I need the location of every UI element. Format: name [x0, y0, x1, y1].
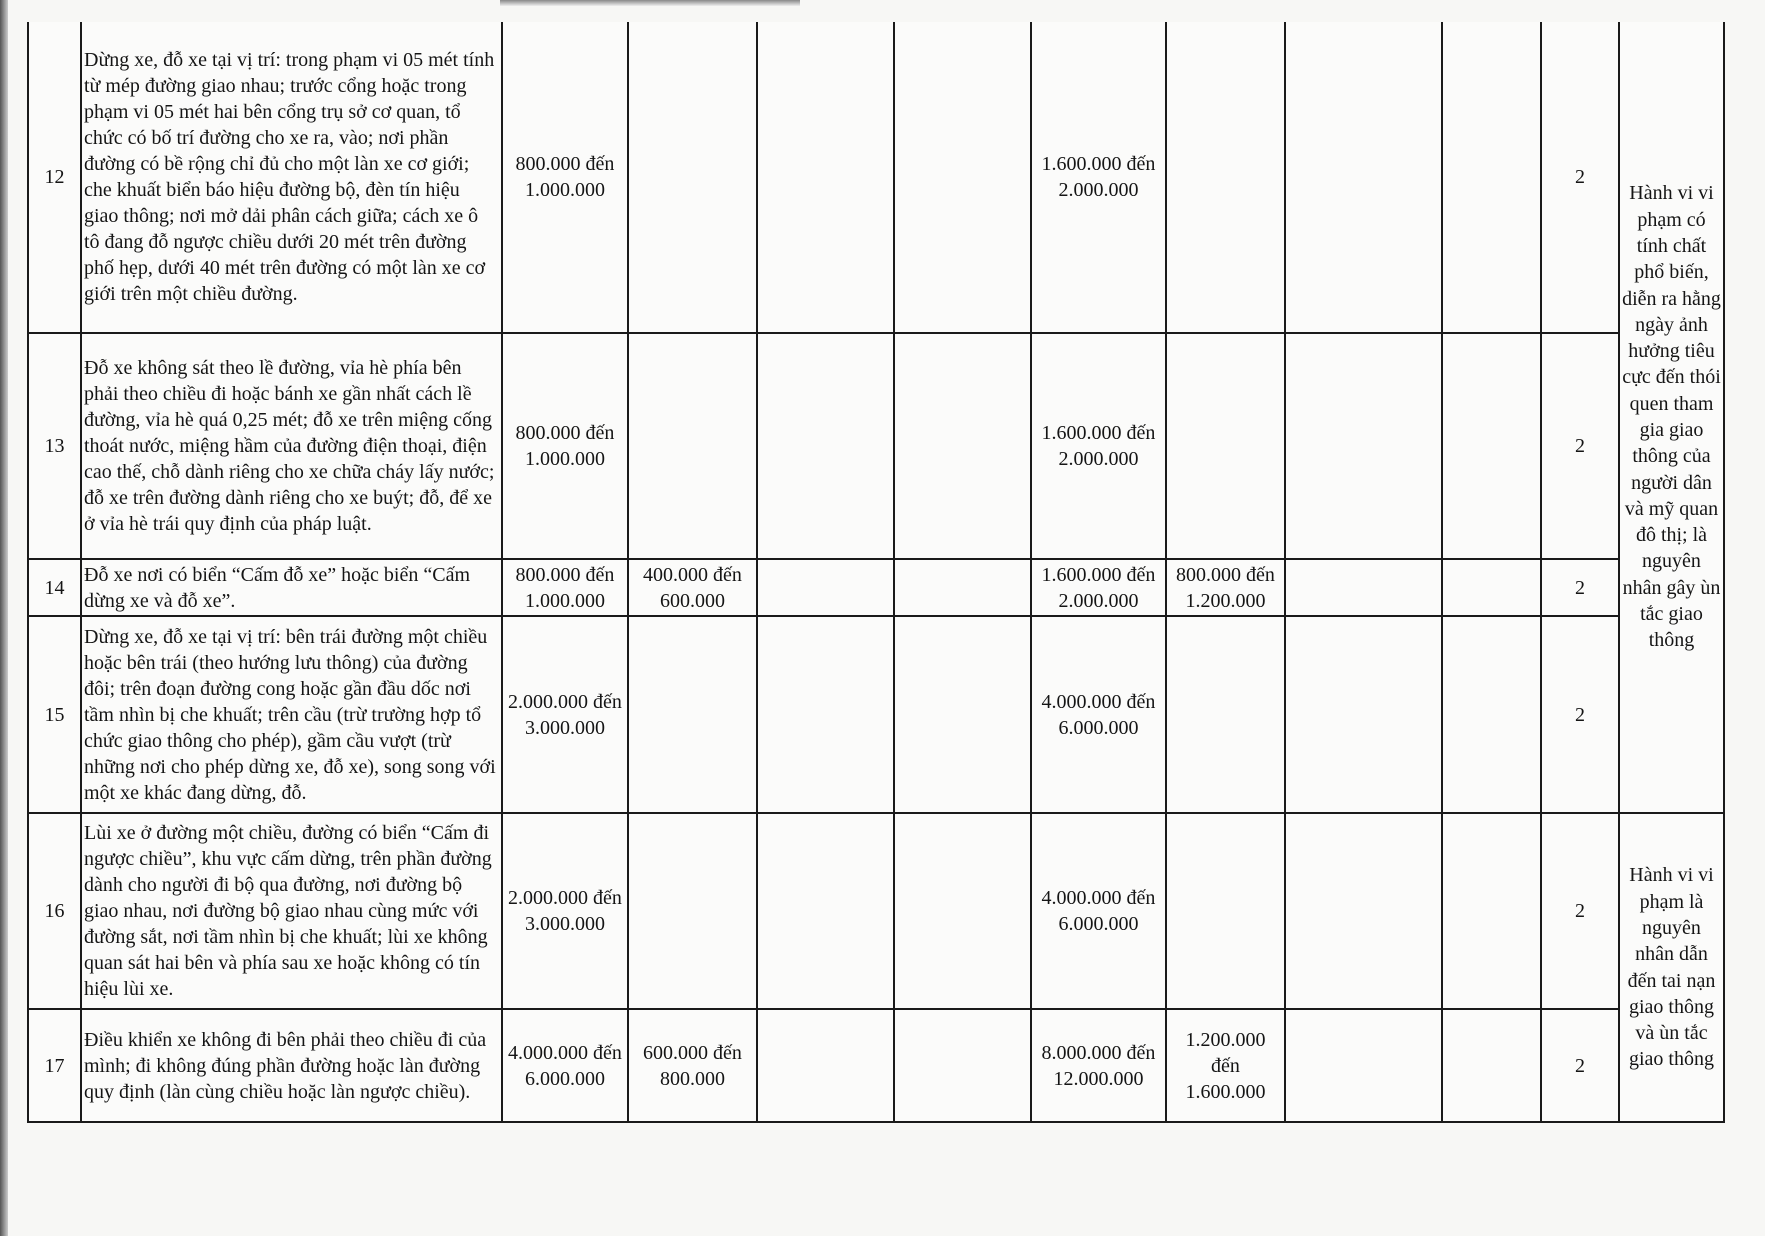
fine-range-new-1: 1.600.000 đến 2.000.000 — [1030, 22, 1167, 334]
fine-range-new-2 — [1165, 22, 1286, 334]
cell-5 — [756, 812, 895, 1010]
fine-range-1: 2.000.000 đến 3.000.000 — [501, 812, 629, 1010]
cell-10 — [1441, 1008, 1542, 1123]
scan-edge-shadow — [0, 0, 8, 1236]
fine-range-2: 400.000 đến 600.000 — [627, 558, 758, 617]
cell-10 — [1441, 22, 1542, 334]
cell-5 — [756, 332, 895, 560]
row-number: 16 — [27, 812, 82, 1010]
cell-6 — [893, 1008, 1032, 1123]
fine-range-1: 800.000 đến 1.000.000 — [501, 332, 629, 560]
cell-6 — [893, 558, 1032, 617]
cell-10 — [1441, 558, 1542, 617]
table-row: 14 Đỗ xe nơi có biển “Cấm đỗ xe” hoặc biể… — [27, 558, 1724, 617]
fine-range-new-1: 8.000.000 đến 12.000.000 — [1030, 1008, 1167, 1123]
fine-range-new-1: 4.000.000 đến 6.000.000 — [1030, 615, 1167, 814]
level-value: 2 — [1540, 812, 1620, 1010]
assessment-note: Hành vi vi phạm là nguyên nhân dẫn đến t… — [1618, 812, 1725, 1123]
cell-9 — [1284, 615, 1443, 814]
fine-range-2 — [627, 812, 758, 1010]
fine-range-new-2 — [1165, 332, 1286, 560]
table-row: 16 Lùi xe ở đường một chiều, đường có biể… — [27, 812, 1725, 1123]
violation-description: Đỗ xe không sát theo lề đường, vỉa hè ph… — [80, 332, 503, 560]
cell-5 — [756, 22, 895, 334]
table-row: 15 Dừng xe, đỗ xe tại vị trí: bên trái đư… — [27, 615, 1724, 814]
cell-5 — [756, 558, 895, 617]
level-value: 2 — [1540, 615, 1620, 814]
fine-range-2 — [627, 22, 758, 334]
assessment-note: Hành vi vi phạm có tính chất phổ biến, d… — [1618, 22, 1725, 814]
row-number: 12 — [27, 22, 82, 334]
level-value: 2 — [1540, 1008, 1620, 1123]
cell-6 — [893, 812, 1032, 1010]
cell-5 — [756, 615, 895, 814]
cell-5 — [756, 1008, 895, 1123]
cell-9 — [1284, 1008, 1443, 1123]
cell-6 — [893, 22, 1032, 334]
row-number: 17 — [27, 1008, 82, 1123]
violation-description: Điều khiển xe không đi bên phải theo chi… — [80, 1008, 503, 1123]
fine-range-new-2: 1.200.000 đến 1.600.000 — [1165, 1008, 1286, 1123]
fine-range-2 — [627, 615, 758, 814]
fine-range-2: 600.000 đến 800.000 — [627, 1008, 758, 1123]
violation-description: Dừng xe, đỗ xe tại vị trí: bên trái đườn… — [80, 615, 503, 814]
fine-range-new-2: 800.000 đến 1.200.000 — [1165, 558, 1286, 617]
fine-range-1: 4.000.000 đến 6.000.000 — [501, 1008, 629, 1123]
cell-9 — [1284, 332, 1443, 560]
cell-10 — [1441, 812, 1542, 1010]
violation-description: Dừng xe, đỗ xe tại vị trí: trong phạm vi… — [80, 22, 503, 334]
fine-range-new-1: 1.600.000 đến 2.000.000 — [1030, 332, 1167, 560]
cell-10 — [1441, 332, 1542, 560]
fine-range-new-2 — [1165, 615, 1286, 814]
level-value: 2 — [1540, 558, 1620, 617]
cell-6 — [893, 615, 1032, 814]
level-value: 2 — [1540, 332, 1620, 560]
cell-6 — [893, 332, 1032, 560]
table-row: 17 Điều khiển xe không đi bên phải theo c… — [27, 1008, 1724, 1123]
fine-range-new-1: 4.000.000 đến 6.000.000 — [1030, 812, 1167, 1010]
scan-top-shadow — [500, 0, 800, 6]
violation-description: Lùi xe ở đường một chiều, đường có biển … — [80, 812, 503, 1010]
cell-9 — [1284, 812, 1443, 1010]
fine-range-new-2 — [1165, 812, 1286, 1010]
table-row: 12 Dừng xe, đỗ xe tại vị trí: trong phạm … — [27, 22, 1725, 814]
cell-9 — [1284, 558, 1443, 617]
cell-10 — [1441, 615, 1542, 814]
violation-description: Đỗ xe nơi có biển “Cấm đỗ xe” hoặc biển … — [80, 558, 503, 617]
fine-range-1: 800.000 đến 1.000.000 — [501, 558, 629, 617]
fine-range-new-1: 1.600.000 đến 2.000.000 — [1030, 558, 1167, 617]
cell-9 — [1284, 22, 1443, 334]
row-number: 14 — [27, 558, 82, 617]
fine-range-2 — [627, 332, 758, 560]
penalty-table: 12 Dừng xe, đỗ xe tại vị trí: trong phạm … — [27, 22, 1725, 1123]
row-number: 15 — [27, 615, 82, 814]
fine-range-1: 2.000.000 đến 3.000.000 — [501, 615, 629, 814]
row-number: 13 — [27, 332, 82, 560]
level-value: 2 — [1540, 22, 1620, 334]
table-row: 13 Đỗ xe không sát theo lề đường, vỉa hè … — [27, 332, 1724, 560]
fine-range-1: 800.000 đến 1.000.000 — [501, 22, 629, 334]
